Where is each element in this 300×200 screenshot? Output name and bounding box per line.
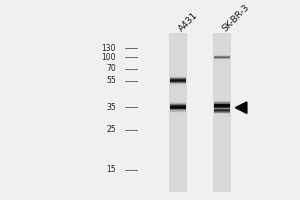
Bar <box>214 105 230 106</box>
Bar <box>214 101 230 102</box>
Bar <box>214 102 230 103</box>
Bar <box>170 111 186 112</box>
Bar <box>214 109 230 110</box>
Bar <box>214 102 230 103</box>
Bar <box>170 112 186 113</box>
Bar <box>170 103 186 104</box>
Bar <box>214 108 230 109</box>
Bar <box>214 103 230 104</box>
Text: 25: 25 <box>106 125 116 134</box>
Bar <box>170 103 186 104</box>
Bar <box>170 111 186 112</box>
Bar <box>170 107 186 108</box>
Bar <box>170 83 186 84</box>
Bar <box>214 105 230 106</box>
Bar <box>170 105 186 106</box>
Bar <box>170 81 186 82</box>
Bar <box>170 106 186 107</box>
Bar <box>214 113 230 114</box>
Bar <box>170 80 186 81</box>
Bar <box>170 106 186 107</box>
Bar <box>170 107 186 108</box>
Bar <box>170 110 186 111</box>
Bar <box>170 80 186 81</box>
Bar <box>170 105 186 106</box>
Bar <box>214 111 230 112</box>
Bar <box>170 77 186 78</box>
Bar <box>170 109 186 110</box>
Bar <box>170 104 186 105</box>
Bar <box>170 84 186 85</box>
Bar <box>170 102 186 103</box>
Bar <box>214 107 230 108</box>
Text: A431: A431 <box>177 10 200 33</box>
Text: SK-BR-3: SK-BR-3 <box>220 2 251 33</box>
Bar <box>170 104 186 105</box>
Text: 15: 15 <box>106 165 116 174</box>
Bar <box>214 112 230 113</box>
Bar <box>170 76 186 77</box>
Bar <box>214 109 230 110</box>
Text: 55: 55 <box>106 76 116 85</box>
Text: 35: 35 <box>106 103 116 112</box>
Bar <box>214 109 230 110</box>
Text: 100: 100 <box>101 53 116 62</box>
Bar <box>214 107 230 108</box>
Bar <box>214 108 230 109</box>
Bar <box>169 33 187 192</box>
Bar <box>214 108 230 109</box>
Bar <box>213 33 231 192</box>
Bar <box>170 102 186 103</box>
Bar <box>170 82 186 83</box>
Bar <box>170 83 186 84</box>
Bar <box>214 106 230 107</box>
Bar <box>170 78 186 79</box>
Text: 70: 70 <box>106 64 116 73</box>
Bar <box>214 109 230 110</box>
Text: 130: 130 <box>101 44 116 53</box>
Bar <box>214 113 230 114</box>
Bar <box>170 81 186 82</box>
Bar <box>214 112 230 113</box>
Bar <box>170 82 186 83</box>
Bar <box>170 108 186 109</box>
Polygon shape <box>236 102 247 113</box>
Bar <box>170 78 186 79</box>
Bar <box>214 101 230 102</box>
Bar <box>170 77 186 78</box>
Bar <box>214 106 230 107</box>
Bar <box>214 104 230 105</box>
Bar <box>214 110 230 111</box>
Bar <box>170 79 186 80</box>
Bar <box>170 79 186 80</box>
Bar <box>214 104 230 105</box>
Bar <box>170 108 186 109</box>
